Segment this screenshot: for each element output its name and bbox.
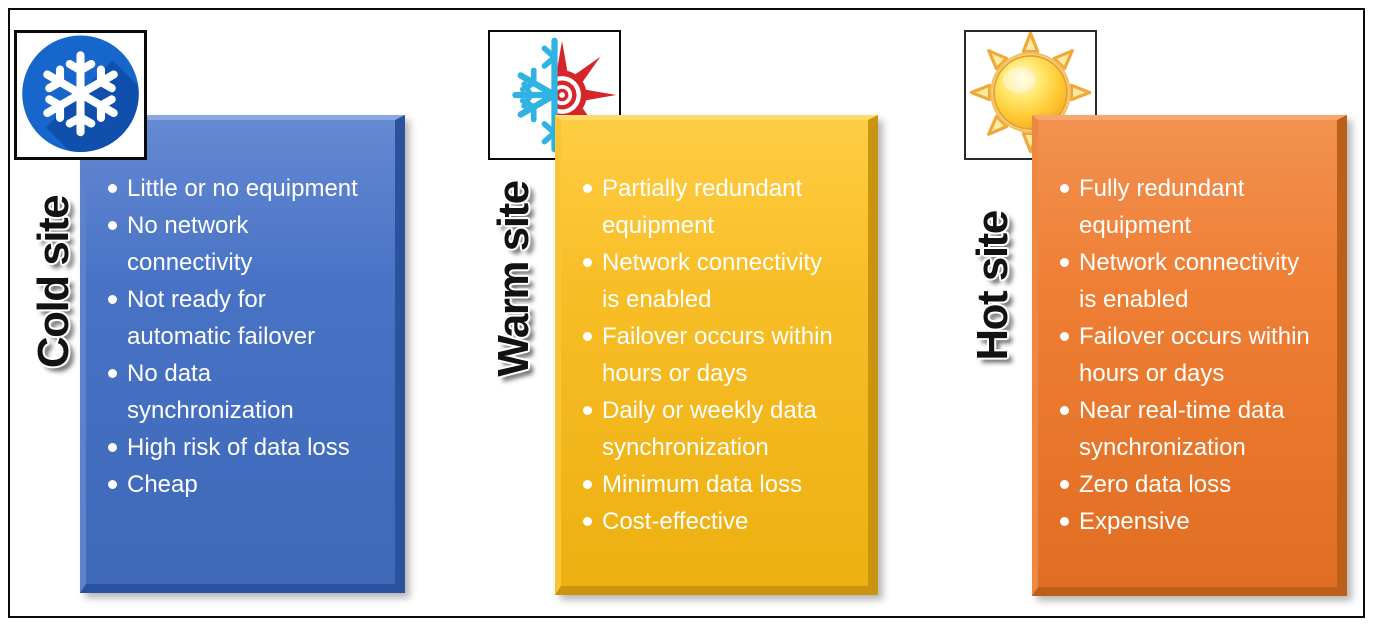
bullet-item: Near real-time data synchronization — [1060, 392, 1329, 466]
bullet-item: Expensive — [1060, 503, 1329, 540]
warm-site-label: Warm site — [489, 181, 538, 377]
warm-site-bullet-list: Partially redundant equipment Network co… — [561, 120, 868, 540]
bullet-item: No network connectivity — [108, 207, 387, 281]
hot-site-bullet-list: Fully redundant equipment Network connec… — [1038, 120, 1337, 540]
bullet-item: Network connectivity is enabled — [583, 244, 860, 318]
bullet-item: Cheap — [108, 466, 387, 503]
bullet-item: Network connectivity is enabled — [1060, 244, 1329, 318]
cold-site-card: Little or no equipment No network connec… — [80, 115, 405, 593]
bullet-item: Failover occurs within hours or days — [583, 318, 860, 392]
bullet-item: Failover occurs within hours or days — [1060, 318, 1329, 392]
bullet-item: Little or no equipment — [108, 170, 387, 207]
bullet-item: Not ready for automatic failover — [108, 281, 387, 355]
hot-site-label: Hot site — [968, 211, 1017, 361]
bullet-item: Minimum data loss — [583, 466, 860, 503]
bullet-item: Daily or weekly data synchronization — [583, 392, 860, 466]
bullet-item: Cost-effective — [583, 503, 860, 540]
outer-border — [8, 8, 1365, 618]
hot-site-card: Fully redundant equipment Network connec… — [1032, 115, 1347, 596]
warm-site-card: Partially redundant equipment Network co… — [555, 115, 878, 595]
snowflake-icon — [14, 30, 147, 160]
bullet-item: Fully redundant equipment — [1060, 170, 1329, 244]
cold-site-bullet-list: Little or no equipment No network connec… — [86, 120, 395, 503]
cold-site-label: Cold site — [29, 195, 78, 369]
bullet-item: Zero data loss — [1060, 466, 1329, 503]
bullet-item: High risk of data loss — [108, 429, 387, 466]
bullet-item: Partially redundant equipment — [583, 170, 860, 244]
bullet-item: No data synchronization — [108, 355, 387, 429]
